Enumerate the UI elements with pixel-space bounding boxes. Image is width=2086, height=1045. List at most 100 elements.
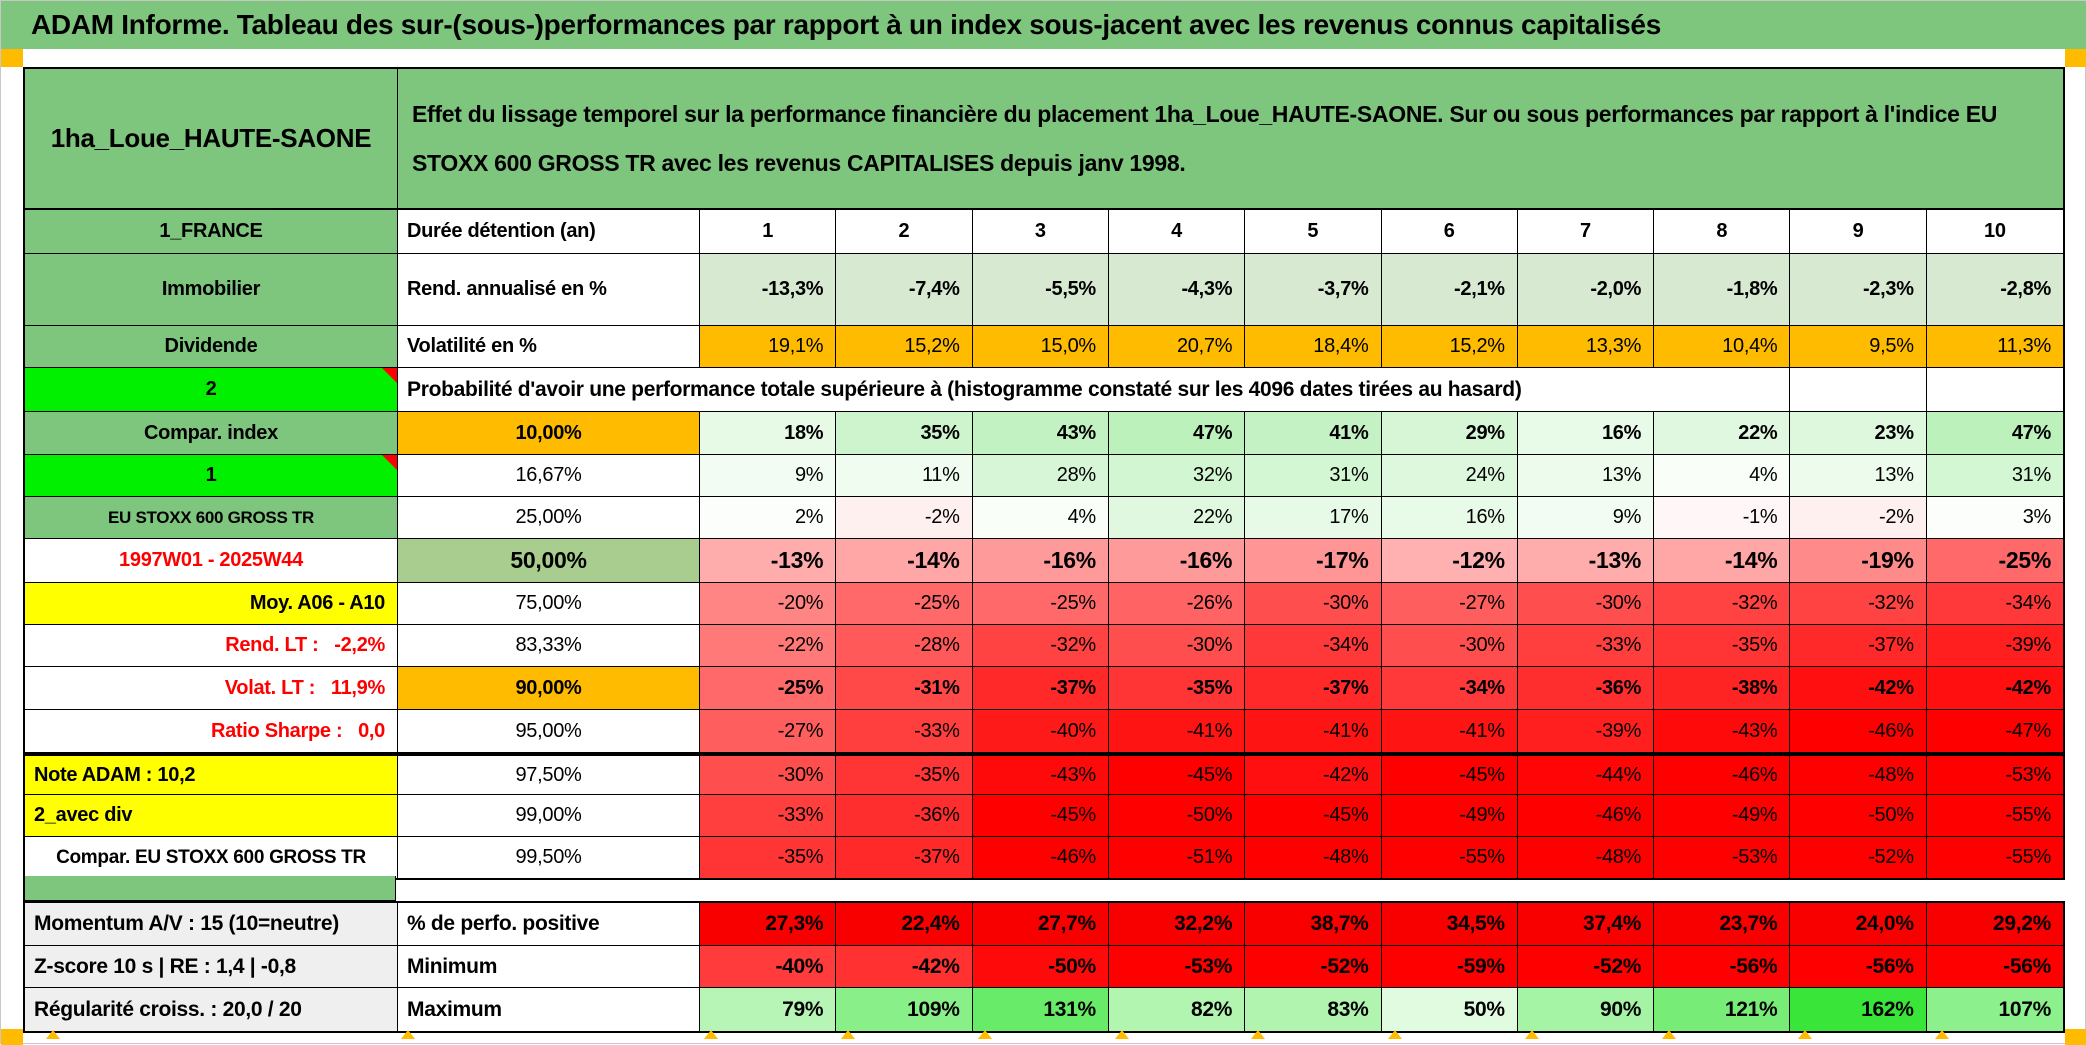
value-cell[interactable]: 3%	[1926, 497, 2063, 539]
value-cell[interactable]: 10	[1926, 210, 2063, 254]
value-cell[interactable]: -37%	[836, 837, 973, 878]
value-cell[interactable]: -28%	[836, 625, 973, 667]
value-cell[interactable]: 13%	[1790, 455, 1927, 497]
value-cell[interactable]: -25%	[972, 583, 1109, 625]
value-cell[interactable]: 107%	[1926, 988, 2063, 1031]
value-cell[interactable]: 22,4%	[836, 903, 973, 946]
value-cell[interactable]: -39%	[1517, 710, 1655, 753]
value-cell[interactable]: -43%	[972, 753, 1109, 795]
row-label-cell[interactable]: 2_avec div	[25, 795, 398, 837]
value-cell[interactable]: -43%	[1654, 710, 1791, 753]
value-cell[interactable]: -25%	[1926, 539, 2063, 583]
report-title-cell[interactable]: ADAM Informe. Tableau des sur-(sous-)per…	[1, 1, 2086, 49]
metric-label-cell[interactable]: % de perfo. positive	[398, 903, 700, 946]
threshold-cell[interactable]: 10,00%	[398, 412, 700, 455]
value-cell[interactable]: -45%	[1381, 753, 1518, 795]
value-cell[interactable]: -34%	[1926, 583, 2063, 625]
value-cell[interactable]: -5,5%	[972, 254, 1109, 326]
value-cell[interactable]: -42%	[1926, 667, 2063, 710]
value-cell[interactable]: 16%	[1381, 497, 1518, 539]
value-cell[interactable]: -37%	[1790, 625, 1927, 667]
value-cell[interactable]: 18,4%	[1245, 326, 1382, 368]
value-cell[interactable]: -25%	[836, 583, 973, 625]
value-cell[interactable]: -48%	[1790, 753, 1927, 795]
value-cell[interactable]: 29,2%	[1926, 903, 2063, 946]
value-cell[interactable]: -35%	[1654, 625, 1791, 667]
value-cell[interactable]: 32%	[1108, 455, 1246, 497]
row-label-cell[interactable]: 1_FRANCE	[25, 210, 398, 254]
value-cell[interactable]: 82%	[1108, 988, 1246, 1031]
value-cell[interactable]: -45%	[972, 795, 1109, 837]
value-cell[interactable]: 15,2%	[836, 326, 973, 368]
value-cell[interactable]: -52%	[1517, 946, 1655, 988]
value-cell[interactable]: 7	[1517, 210, 1655, 254]
value-cell[interactable]: 24%	[1381, 455, 1518, 497]
value-cell[interactable]: -16%	[972, 539, 1109, 583]
value-cell[interactable]: -31%	[836, 667, 973, 710]
value-cell[interactable]: 4	[1108, 210, 1246, 254]
value-cell[interactable]: 9,5%	[1790, 326, 1927, 368]
value-cell[interactable]: 15,0%	[972, 326, 1109, 368]
metric-label-cell[interactable]: Durée détention (an)	[398, 210, 700, 254]
value-cell[interactable]: -26%	[1108, 583, 1246, 625]
value-cell[interactable]: -50%	[972, 946, 1109, 988]
value-cell[interactable]: 32,2%	[1108, 903, 1246, 946]
row-label-cell[interactable]: Immobilier	[25, 254, 398, 326]
row-label-cell[interactable]: Note ADAM : 10,2	[25, 753, 398, 795]
value-cell[interactable]: -56%	[1926, 946, 2063, 988]
value-cell[interactable]: 131%	[972, 988, 1109, 1031]
value-cell[interactable]: -46%	[972, 837, 1109, 878]
metric-label-cell[interactable]: Volatilité en %	[398, 326, 700, 368]
value-cell[interactable]: -30%	[1517, 583, 1655, 625]
value-cell[interactable]: -55%	[1926, 837, 2063, 878]
value-cell[interactable]: 31%	[1245, 455, 1382, 497]
value-cell[interactable]: 9%	[700, 455, 837, 497]
value-cell[interactable]: -13%	[1517, 539, 1655, 583]
threshold-cell[interactable]: 83,33%	[398, 625, 700, 667]
row-label-cell[interactable]: 2	[25, 368, 398, 412]
value-cell[interactable]: 8	[1654, 210, 1791, 254]
value-cell[interactable]: -59%	[1381, 946, 1518, 988]
value-cell[interactable]: 121%	[1654, 988, 1791, 1031]
value-cell[interactable]: -34%	[1381, 667, 1518, 710]
value-cell[interactable]: 9	[1790, 210, 1927, 254]
value-cell[interactable]: -49%	[1381, 795, 1518, 837]
value-cell[interactable]: -16%	[1108, 539, 1246, 583]
value-cell[interactable]: -53%	[1654, 837, 1791, 878]
value-cell[interactable]: -40%	[700, 946, 837, 988]
value-cell[interactable]: -41%	[1245, 710, 1382, 753]
value-cell[interactable]: -38%	[1654, 667, 1791, 710]
value-cell[interactable]: -3,7%	[1245, 254, 1382, 326]
value-cell[interactable]: -2,1%	[1381, 254, 1518, 326]
row-label-cell[interactable]: Moy. A06 - A10	[25, 583, 398, 625]
threshold-cell[interactable]: 99,00%	[398, 795, 700, 837]
value-cell[interactable]: 4%	[972, 497, 1109, 539]
value-cell[interactable]: 109%	[836, 988, 973, 1031]
value-cell[interactable]: -52%	[1245, 946, 1382, 988]
value-cell[interactable]: 18%	[700, 412, 837, 455]
value-cell[interactable]: -36%	[1517, 667, 1655, 710]
row-label-cell[interactable]: Volat. LT : 11,9%	[25, 667, 398, 710]
value-cell[interactable]: 28%	[972, 455, 1109, 497]
value-cell[interactable]: -53%	[1926, 753, 2063, 795]
value-cell[interactable]: 27,3%	[700, 903, 837, 946]
value-cell[interactable]: 10,4%	[1654, 326, 1791, 368]
value-cell[interactable]: 13%	[1517, 455, 1655, 497]
value-cell[interactable]: -56%	[1654, 946, 1791, 988]
value-cell[interactable]: -2%	[1790, 497, 1927, 539]
value-cell[interactable]: -19%	[1790, 539, 1927, 583]
row-label-cell[interactable]: Ratio Sharpe : 0,0	[25, 710, 398, 753]
value-cell[interactable]: -14%	[1654, 539, 1791, 583]
value-cell[interactable]: 41%	[1245, 412, 1382, 455]
value-cell[interactable]: -55%	[1926, 795, 2063, 837]
value-cell[interactable]: -50%	[1790, 795, 1927, 837]
value-cell[interactable]: 29%	[1381, 412, 1518, 455]
value-cell[interactable]: -27%	[700, 710, 837, 753]
value-cell[interactable]: 4%	[1654, 455, 1791, 497]
value-cell[interactable]: -12%	[1381, 539, 1518, 583]
value-cell[interactable]: -46%	[1790, 710, 1927, 753]
value-cell[interactable]: -17%	[1245, 539, 1382, 583]
value-cell[interactable]: -42%	[1790, 667, 1927, 710]
value-cell[interactable]: -2%	[836, 497, 973, 539]
row-label-cell[interactable]: Régularité croiss. : 20,0 / 20	[25, 988, 398, 1031]
